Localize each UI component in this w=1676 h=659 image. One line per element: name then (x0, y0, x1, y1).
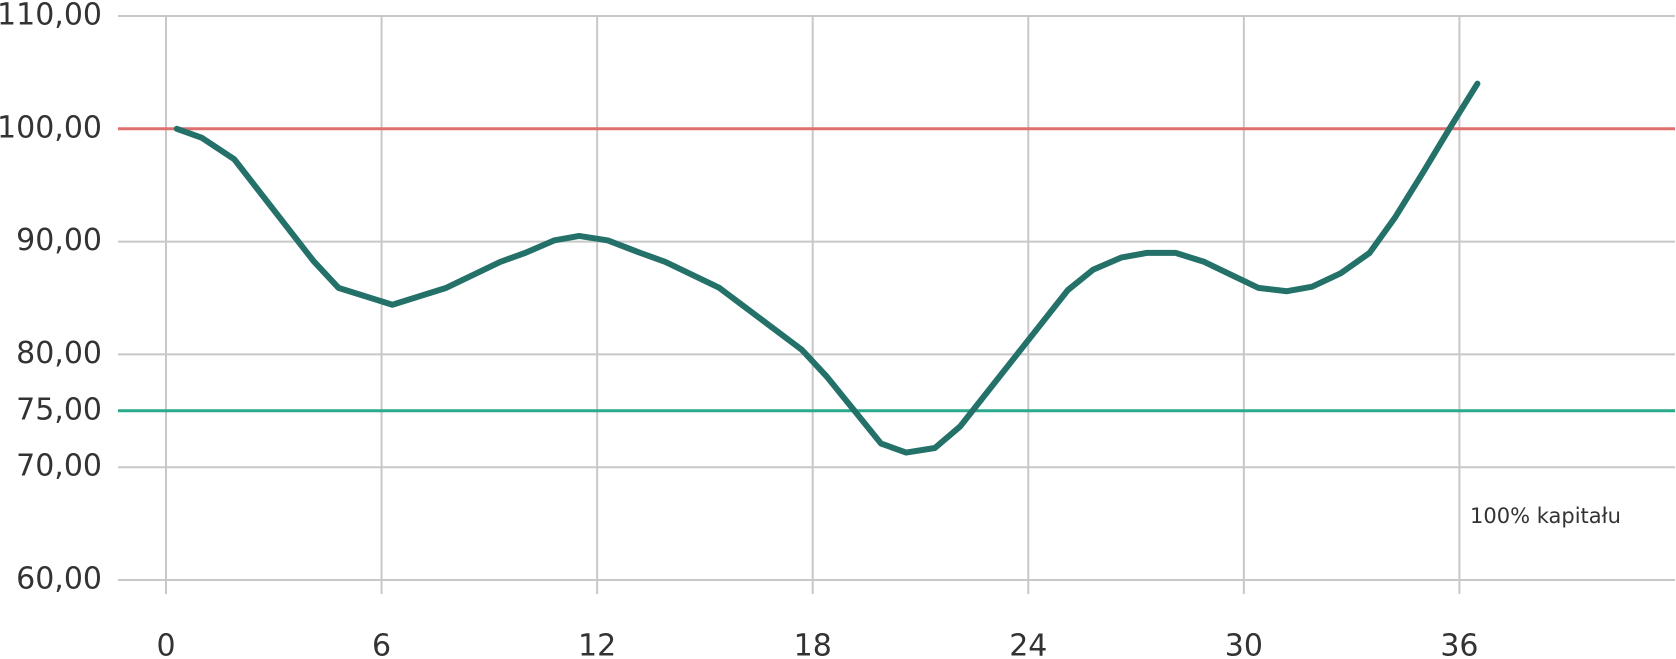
annotation: 100% kapitału (1470, 504, 1621, 528)
x-tick-label: 6 (372, 629, 391, 659)
y-tick-label: 110,00 (0, 0, 102, 33)
y-tick-label: 60,00 (16, 562, 102, 597)
x-tick-label: 24 (1009, 629, 1047, 659)
x-tick-label: 12 (578, 629, 616, 659)
y-tick-label: 90,00 (16, 223, 102, 258)
y-tick-label: 75,00 (16, 392, 102, 427)
x-tick-label: 36 (1440, 629, 1478, 659)
y-tick-label: 80,00 (16, 336, 102, 371)
x-tick-label: 30 (1225, 629, 1263, 659)
x-tick-label: 0 (156, 629, 175, 659)
x-tick-label: 18 (794, 629, 832, 659)
data-line (173, 80, 1481, 456)
y-tick-label: 70,00 (16, 449, 102, 484)
y-tick-label: 100,00 (0, 110, 102, 145)
